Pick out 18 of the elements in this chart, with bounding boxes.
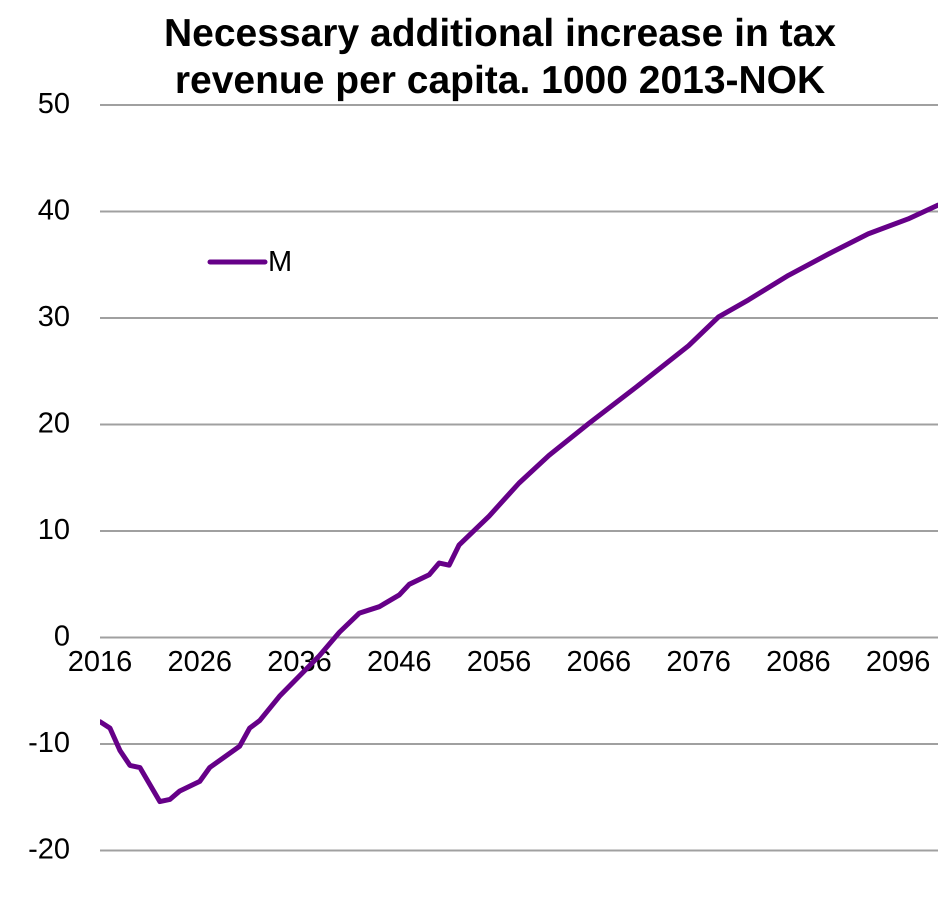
x-tick-label: 2016	[68, 646, 132, 678]
y-tick-label: 40	[38, 194, 70, 227]
chart-title: Necessary additional increase in tax revenue per capita. 1000 2013-NOK	[150, 10, 850, 104]
legend-label: M	[268, 246, 292, 278]
x-tick-label: 2046	[367, 646, 432, 678]
y-tick-label: -10	[28, 727, 70, 760]
x-tick-label: 2076	[666, 646, 731, 678]
y-tick-label: 20	[38, 408, 70, 440]
y-tick-label: -20	[28, 834, 70, 866]
x-tick-label: 2056	[466, 646, 532, 678]
x-tick-label: 2026	[168, 646, 232, 678]
x-tick-label: 2066	[566, 646, 632, 678]
x-tick-label: 2086	[766, 646, 831, 678]
y-tick-label: 10	[38, 514, 70, 546]
y-tick-label: 50	[38, 88, 70, 120]
x-tick-label: 2096	[866, 646, 930, 678]
y-tick-label: 30	[38, 301, 70, 334]
y-tick-label: 0	[54, 620, 70, 653]
